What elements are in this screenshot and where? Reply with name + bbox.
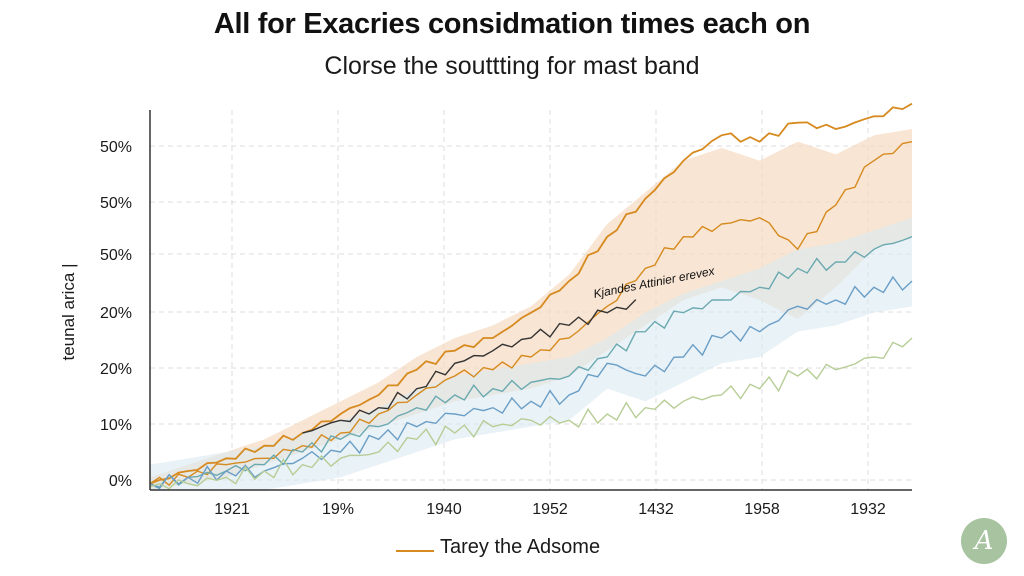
- chart-title: All for Exacries considmation times each…: [213, 8, 811, 40]
- series-line-dark: [302, 299, 637, 434]
- tick-labels: 0% 10% 20% 20% 50% 50% 50% 1921 19% 1940 1952 1432 1…: [100, 139, 886, 518]
- y-tick-label: 50%: [100, 247, 132, 264]
- blue-band-area: [150, 217, 912, 490]
- confidence-band: [150, 129, 912, 490]
- y-tick-label: 20%: [100, 305, 132, 322]
- y-tick-label: 50%: [100, 139, 132, 156]
- series-line-teal: [149, 236, 913, 488]
- chart-subtitle: Clorse the souttting for mast band: [324, 52, 700, 80]
- series-line-tarey-the-adsome: [149, 102, 913, 485]
- x-tick-label: 1932: [850, 501, 886, 518]
- logo-letter: A: [974, 526, 994, 556]
- x-tick-label: 1921: [214, 501, 250, 518]
- band-area: [150, 129, 912, 490]
- x-tick-label: 19%: [322, 501, 354, 518]
- series-line-blue: [149, 275, 913, 490]
- y-tick-label: 10%: [100, 417, 132, 434]
- series-line-light-green: [149, 337, 913, 490]
- axes: [149, 110, 912, 491]
- brand-logo-icon: A: [961, 518, 1007, 564]
- legend-swatch: [396, 549, 434, 552]
- x-tick-label: 1952: [532, 501, 568, 518]
- legend: Tarey the Adsome: [396, 536, 600, 559]
- x-tick-label: 1432: [638, 501, 674, 518]
- y-axis-label: teunal arica |: [59, 263, 78, 360]
- y-tick-label: 0%: [109, 473, 132, 490]
- series-line-orange-lower: [149, 141, 913, 487]
- x-tick-label: 1940: [426, 501, 462, 518]
- legend-label: Tarey the Adsome: [440, 536, 601, 558]
- x-tick-label: 1958: [744, 501, 780, 518]
- y-tick-label: 20%: [100, 361, 132, 378]
- y-tick-label: 50%: [100, 195, 132, 212]
- series-lines: [149, 102, 913, 490]
